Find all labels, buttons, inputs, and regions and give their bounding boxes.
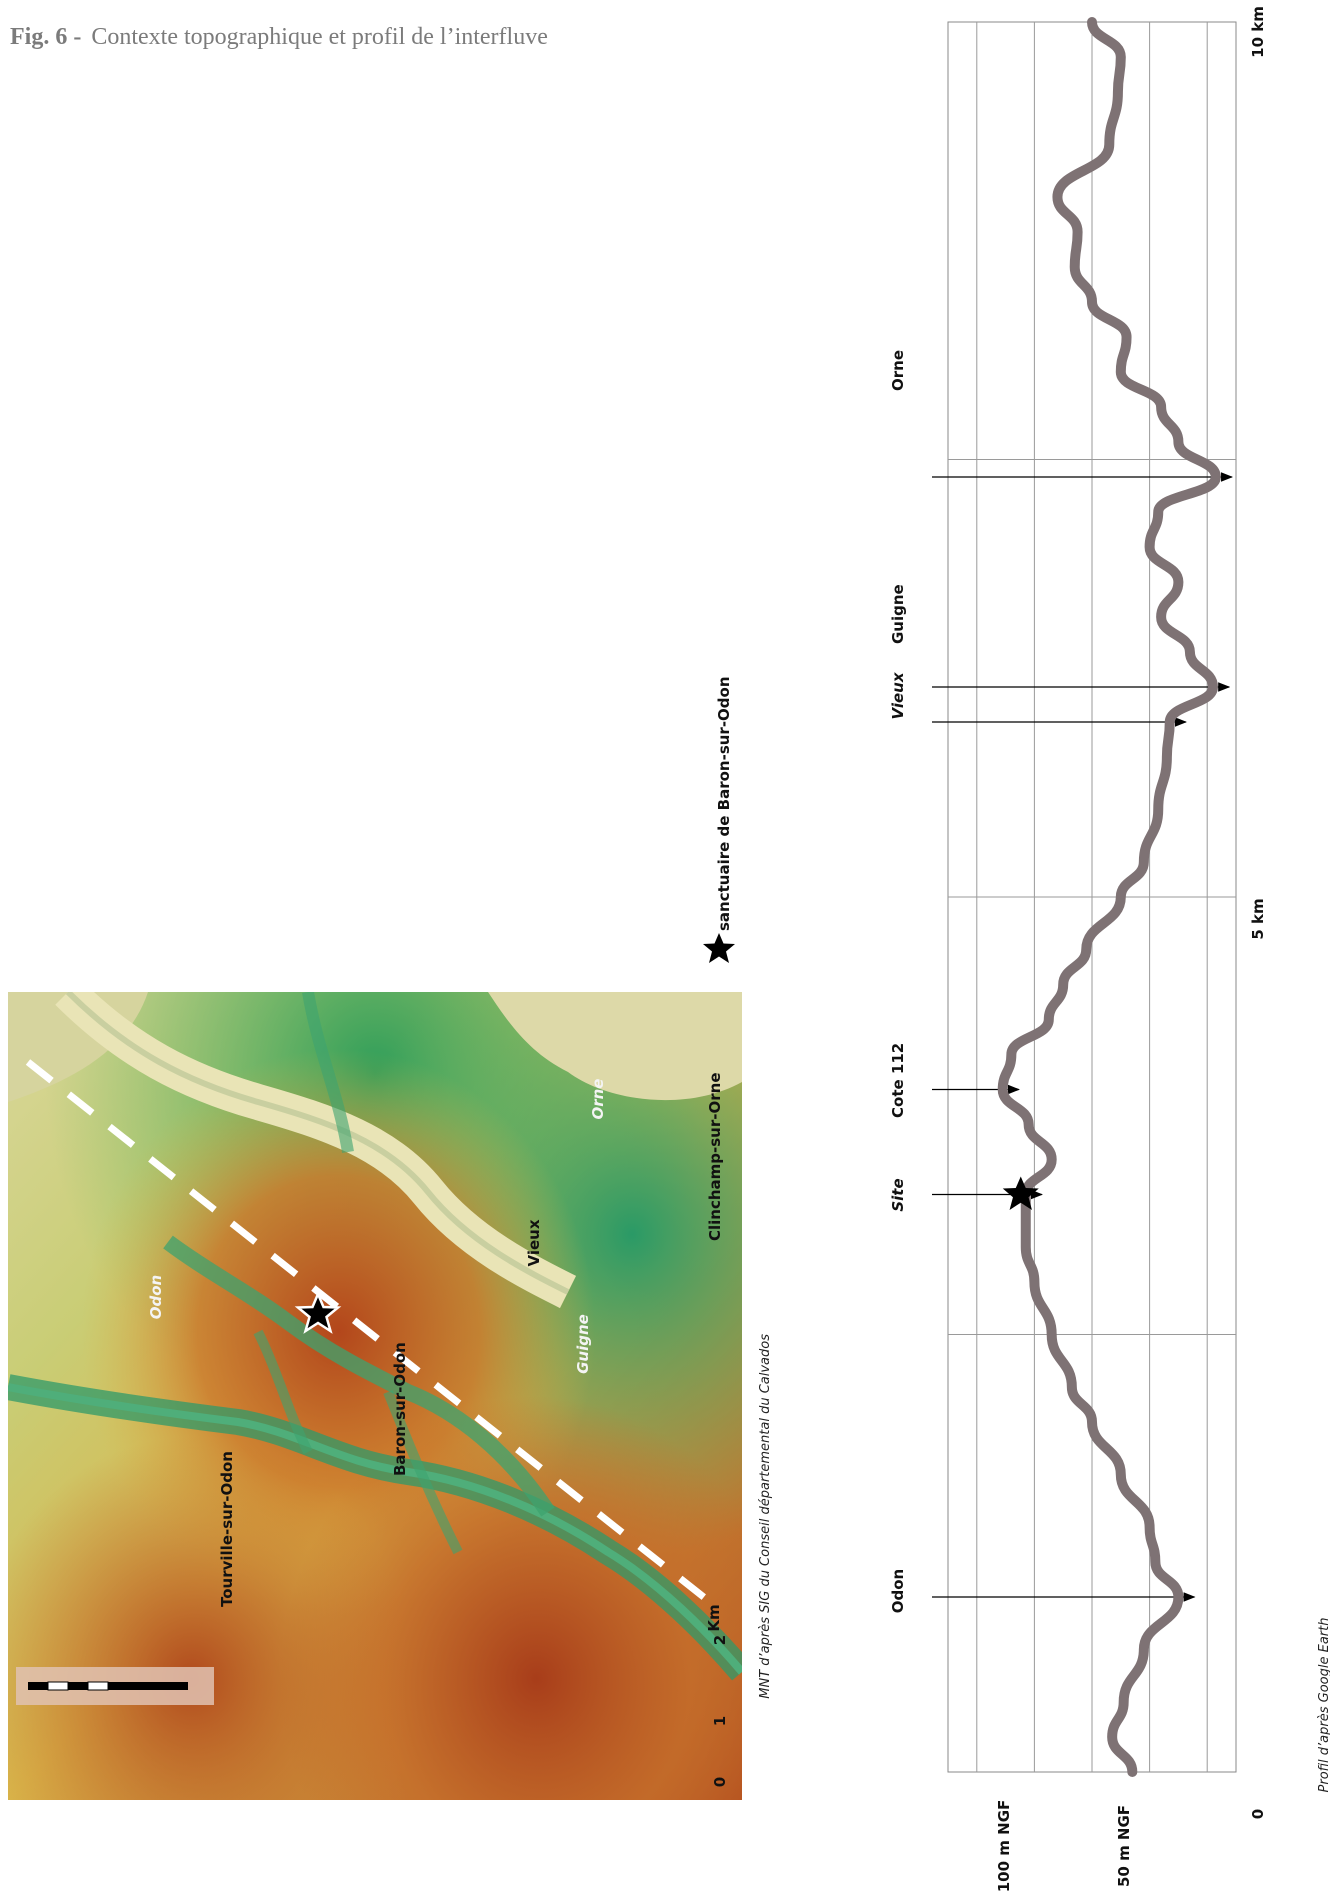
profile-site-star-icon xyxy=(1002,1176,1039,1210)
annot-odon: Odon xyxy=(889,1568,907,1614)
profile-credit: Profil d’après Google Earth xyxy=(1317,1617,1330,1793)
relief-map-image xyxy=(8,992,742,1800)
transect-line xyxy=(25,1059,713,1605)
profile-x-label-0: 0 xyxy=(1249,1808,1267,1820)
figure-number: Fig. 6 - xyxy=(10,24,82,50)
profile-line xyxy=(997,17,1221,1777)
annot-cote-112: Cote 112 xyxy=(889,1042,907,1118)
profile-x-label-5km: 5 km xyxy=(1249,898,1267,940)
profile-y-label-100: 100 m NGF xyxy=(995,1799,1013,1893)
annot-site: Site xyxy=(889,1178,907,1212)
figure-title: Fig. 6 - Contexte topographique et profil… xyxy=(10,24,548,51)
profile-x-label-10km: 10 km xyxy=(1249,6,1267,58)
relief-map xyxy=(8,992,742,1800)
profile-y-label-50: 50 m NGF xyxy=(1115,1804,1133,1888)
site-star-icon xyxy=(294,1290,342,1334)
figure-caption: Contexte topographique et profil de l’in… xyxy=(91,24,548,50)
annot-orne: Orne xyxy=(889,349,907,391)
scale-bar xyxy=(16,1667,214,1705)
annot-vieux: Vieux xyxy=(889,672,907,720)
annot-guigne: Guigne xyxy=(889,584,907,644)
profile-grid xyxy=(947,21,1237,1773)
profile-arrows xyxy=(932,472,1234,1602)
legend-star-icon xyxy=(703,933,735,963)
